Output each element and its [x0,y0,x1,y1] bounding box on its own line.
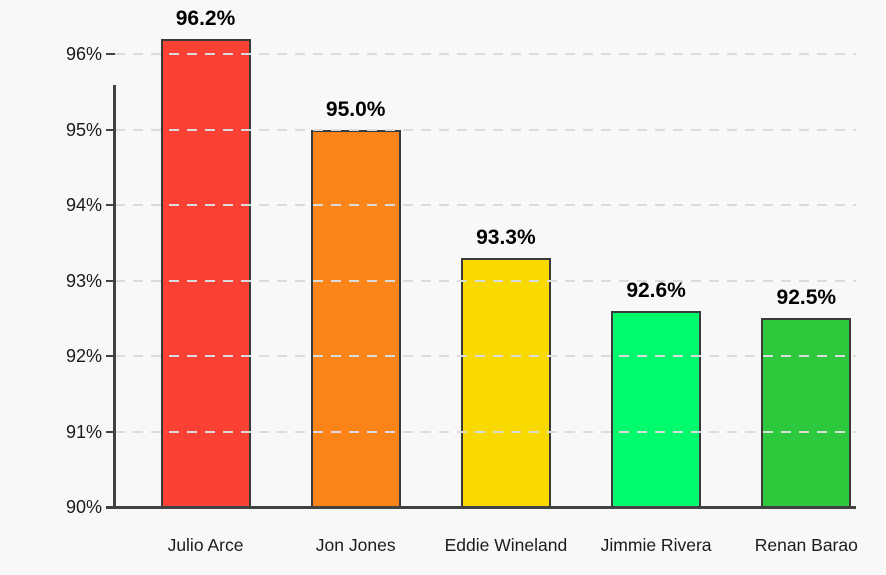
x-category-label: Jimmie Rivera [600,535,712,555]
x-category-label: Jon Jones [315,535,396,555]
bar [761,318,852,509]
gridline [115,430,856,433]
bar [160,38,251,509]
y-axis-tick [106,204,115,206]
bar-value-label: 95.0% [325,97,386,121]
y-axis-tick-label: 91% [65,421,102,442]
y-axis-tick [106,128,115,131]
bar [460,257,551,509]
y-axis-tick [106,53,115,55]
gridline [115,279,856,282]
gridline [115,53,856,55]
y-axis-tick [106,355,115,357]
gridline [115,355,856,357]
bar-value-label: 96.2% [175,6,236,30]
y-axis-tick-label: 90% [65,497,102,517]
bar [611,310,702,509]
y-axis-tick-label: 94% [65,195,102,215]
y-axis-tick-label: 95% [65,119,102,140]
x-category-label: Eddie Wineland [444,535,568,555]
y-axis-tick-label: 96% [65,44,102,64]
bar-value-label: 93.3% [476,225,536,249]
y-axis-tick-label: 93% [65,270,102,291]
x-category-label: Julio Arce [167,535,244,555]
x-category-label: Renan Barao [754,535,858,555]
y-axis-tick [106,279,115,282]
bar-value-label: 92.5% [776,286,837,310]
y-axis-tick [106,430,115,433]
x-axis-line [106,506,856,509]
y-axis-tick-label: 92% [65,346,102,366]
y-axis-line [113,85,116,509]
bar [310,129,401,509]
bar-value-label: 92.6% [626,278,686,302]
gridline [115,204,856,206]
gridline [115,128,856,131]
